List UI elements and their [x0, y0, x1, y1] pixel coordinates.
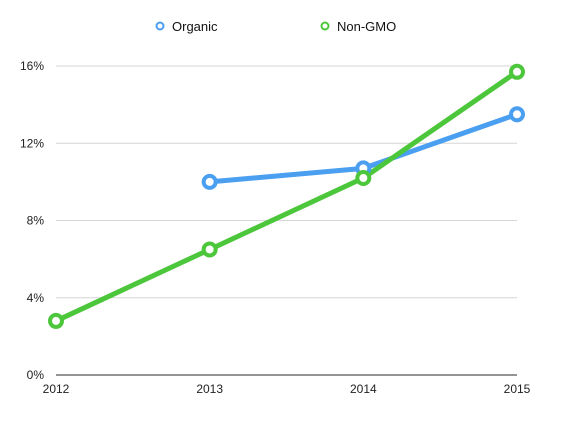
- x-tick-label: 2015: [504, 382, 531, 396]
- legend-label-non-gmo: Non-GMO: [337, 19, 396, 34]
- legend-item-organic[interactable]: Organic: [155, 19, 219, 34]
- legend-label-organic: Organic: [172, 19, 218, 34]
- gridlines: [56, 65, 517, 376]
- legend-item-non-gmo[interactable]: Non-GMO: [320, 19, 397, 34]
- x-tick-label: 2012: [43, 382, 70, 396]
- data-point-non-gmo[interactable]: [201, 241, 218, 258]
- y-axis: 0% 4% 8% 12% 16%: [20, 59, 44, 382]
- data-point-organic[interactable]: [509, 106, 525, 123]
- data-point-non-gmo[interactable]: [355, 170, 372, 187]
- y-tick-label: 12%: [20, 136, 44, 150]
- data-point-non-gmo[interactable]: [48, 312, 64, 329]
- y-tick-label: 4%: [27, 291, 45, 305]
- x-axis: 2012 2013 2014 2015: [43, 382, 531, 396]
- legend: Organic Non-GMO: [155, 19, 397, 34]
- data-point-non-gmo[interactable]: [509, 63, 525, 80]
- legend-marker-organic: [155, 21, 165, 31]
- y-tick-label: 16%: [20, 59, 44, 73]
- y-tick-label: 8%: [27, 214, 45, 228]
- series-line-non-gmo: [53, 69, 520, 324]
- x-tick-label: 2013: [196, 382, 223, 396]
- y-tick-label: 0%: [27, 368, 45, 382]
- series-layer: [48, 63, 525, 329]
- x-tick-label: 2014: [350, 382, 377, 396]
- data-point-organic[interactable]: [201, 173, 218, 190]
- legend-marker-non-gmo: [320, 21, 330, 31]
